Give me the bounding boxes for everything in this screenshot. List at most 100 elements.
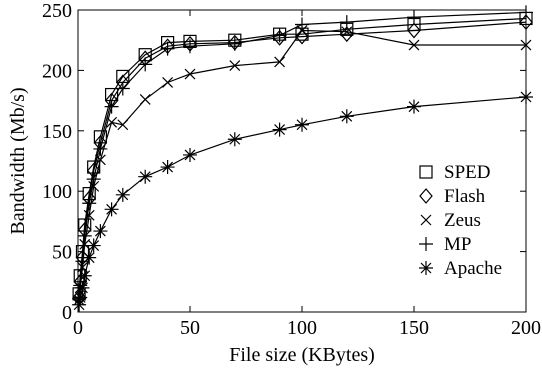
series-mp (72, 5, 533, 306)
x-shape (139, 93, 151, 105)
asterisk-shape (138, 169, 153, 184)
y-tick-label: 150 (42, 121, 72, 143)
asterisk-marker (82, 250, 97, 265)
plus-marker (82, 196, 97, 211)
plus-shape (295, 17, 309, 32)
diamond-shape (519, 14, 533, 31)
legend-item-apache: Apache (419, 258, 502, 279)
asterisk-shape (72, 297, 87, 312)
plus-marker (295, 17, 309, 32)
x-marker (420, 214, 432, 226)
series-line-mp (78, 11, 527, 299)
plus-marker (77, 228, 92, 243)
x-shape (420, 214, 432, 226)
x-axis-label: File size (KBytes) (229, 344, 375, 366)
plus-marker (160, 41, 175, 56)
plus-marker (86, 172, 101, 187)
x-marker (520, 39, 532, 51)
asterisk-marker (419, 261, 433, 275)
diamond-marker (519, 14, 533, 31)
asterisk-shape (295, 117, 309, 132)
legend-label: Apache (444, 258, 502, 279)
x-marker (117, 119, 129, 131)
asterisk-shape (93, 224, 108, 239)
asterisk-marker (519, 89, 533, 104)
legend-label: Flash (444, 186, 486, 207)
plus-shape (227, 36, 242, 51)
x-marker (162, 77, 174, 88)
plus-marker (419, 237, 433, 251)
asterisk-shape (227, 132, 242, 147)
asterisk-shape (77, 268, 92, 283)
square-shape (419, 165, 433, 179)
asterisk-marker (75, 280, 90, 295)
axes: 0 50 100 150 200 0 50 100 150 200 250 (42, 0, 541, 339)
asterisk-marker (227, 132, 242, 147)
legend: SPED Flash Zeus MP Apache (419, 162, 502, 279)
plus-marker (138, 57, 153, 72)
asterisk-marker (183, 147, 197, 162)
asterisk-marker (115, 187, 130, 202)
plus-marker (407, 10, 421, 25)
plus-shape (272, 28, 287, 43)
asterisk-shape (519, 89, 533, 104)
asterisk-shape (82, 250, 97, 265)
plus-shape (75, 254, 90, 269)
plus-shape (86, 172, 101, 187)
asterisk-shape (419, 261, 433, 275)
legend-label: MP (444, 234, 471, 255)
plus-shape (407, 10, 421, 25)
y-tick-label: 250 (42, 0, 72, 22)
x-marker (79, 238, 91, 250)
asterisk-marker (72, 297, 87, 312)
diamond-shape (407, 22, 421, 39)
plus-marker (227, 36, 242, 51)
asterisk-shape (115, 187, 130, 202)
x-tick-label: 200 (511, 317, 541, 339)
asterisk-shape (86, 238, 101, 253)
y-tick-label: 200 (42, 60, 72, 82)
asterisk-shape (104, 202, 119, 217)
asterisk-marker (77, 268, 92, 283)
legend-item-mp: MP (419, 234, 471, 255)
plus-shape (115, 81, 130, 96)
x-marker (83, 209, 95, 221)
x-marker (274, 56, 286, 68)
x-shape (117, 119, 129, 131)
x-marker (229, 60, 241, 71)
asterisk-marker (73, 290, 88, 305)
plus-shape (519, 5, 533, 20)
asterisk-marker (104, 202, 119, 217)
x-shape (162, 77, 174, 88)
plus-marker (75, 254, 90, 269)
plus-marker (339, 15, 354, 30)
asterisk-shape (407, 99, 421, 114)
x-tick-label: 0 (73, 317, 83, 339)
x-marker (408, 39, 420, 51)
asterisk-marker (93, 224, 108, 239)
plus-shape (104, 99, 119, 114)
plus-marker (93, 141, 108, 156)
plus-marker (115, 81, 130, 96)
x-tick-label: 100 (287, 317, 317, 339)
asterisk-shape (339, 109, 354, 124)
y-axis-label: Bandwidth (Mb/s) (7, 87, 29, 234)
asterisk-shape (183, 147, 197, 162)
x-tick-label: 50 (180, 317, 200, 339)
plus-shape (138, 57, 153, 72)
series-apache (72, 89, 533, 312)
asterisk-marker (86, 238, 101, 253)
asterisk-marker (138, 169, 153, 184)
legend-label: SPED (444, 162, 490, 183)
x-marker (341, 26, 353, 38)
asterisk-shape (272, 122, 287, 137)
asterisk-shape (75, 280, 90, 295)
x-marker (184, 68, 196, 80)
y-tick-label: 50 (52, 242, 72, 264)
x-marker (88, 180, 100, 192)
plot-series (72, 5, 533, 312)
plus-shape (77, 228, 92, 243)
asterisk-marker (407, 99, 421, 114)
legend-label: Zeus (444, 210, 481, 231)
